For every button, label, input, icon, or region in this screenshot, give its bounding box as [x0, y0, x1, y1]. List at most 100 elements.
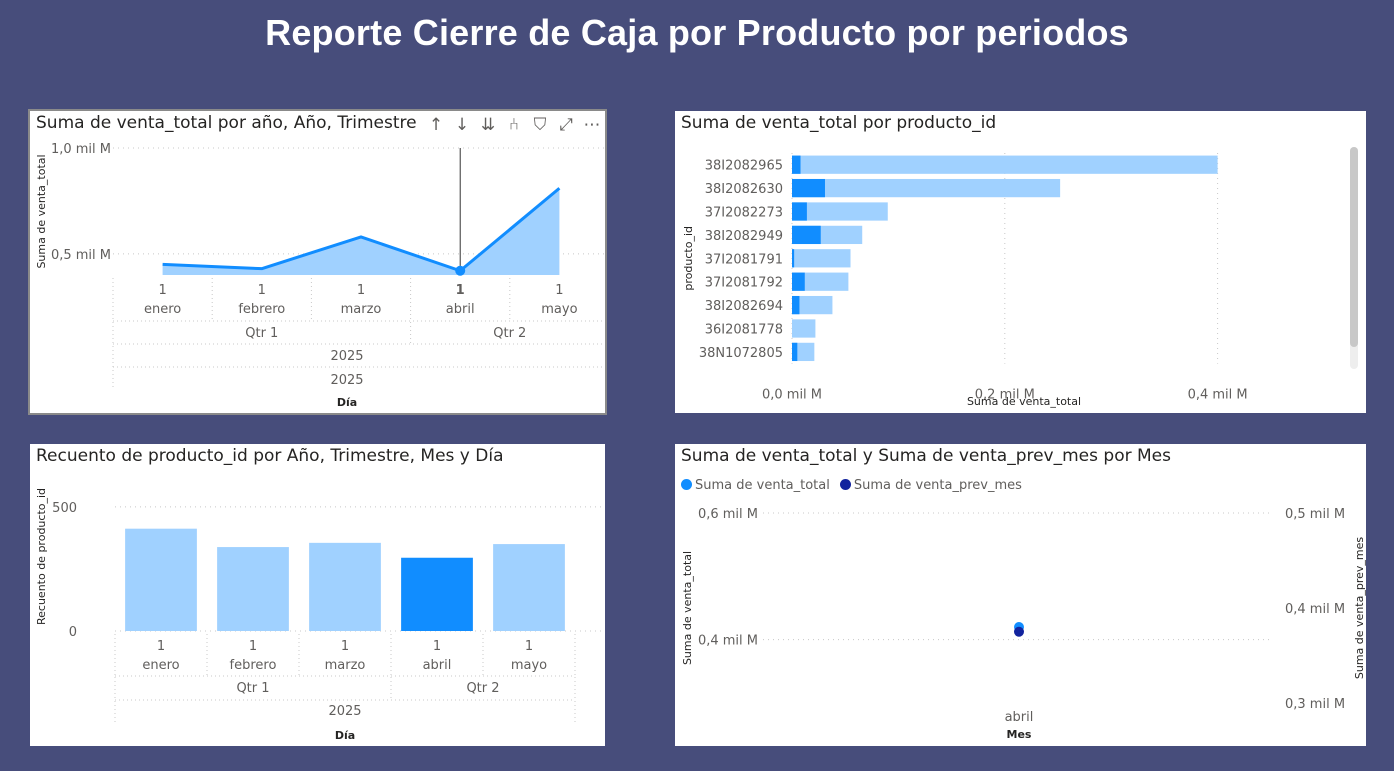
x-tick-quarter: Qtr 1	[236, 681, 269, 696]
bar-chart-svg: 0,0 mil M 0,2 mil M 0,4 mil M 38I2082965 38I…	[682, 153, 1248, 408]
bar-highlight	[792, 295, 800, 315]
bar-highlight	[792, 272, 805, 291]
bar	[792, 249, 851, 268]
x-tick-year: 2025	[330, 373, 363, 388]
x-tick-day: 1	[525, 639, 533, 654]
x-tick-day: 1	[456, 283, 465, 298]
x-tick-month: marzo	[341, 302, 382, 317]
bar-highlight	[792, 155, 801, 174]
y-tick-label: 36I2081778	[705, 323, 783, 338]
x-tick-month: mayo	[511, 658, 547, 673]
x-tick-quarter: Qtr 1	[245, 326, 278, 341]
x-tick-month: marzo	[325, 658, 366, 673]
y-tick-label-right: 0,3 mil M	[1285, 697, 1345, 712]
x-tick-month: febrero	[238, 302, 285, 317]
resize-handle[interactable]	[28, 109, 36, 117]
y-tick-label: 38I2082965	[705, 159, 783, 174]
line-chart-visual[interactable]: Suma de venta_total por año, Año, Trimes…	[28, 109, 607, 415]
bar	[401, 557, 473, 631]
column-chart-visual[interactable]: Recuento de producto_id por Año, Trimest…	[30, 444, 605, 746]
x-axis-label: Día	[337, 396, 357, 409]
x-tick-month: enero	[144, 302, 181, 317]
x-tick-day: 1	[555, 283, 563, 298]
expand-hierarchy-icon[interactable]: ⑃	[508, 115, 520, 135]
x-tick-day: 1	[357, 283, 365, 298]
bar-highlight	[792, 178, 825, 198]
y-tick-label: 38I2082694	[705, 299, 783, 314]
x-tick-year: 2025	[330, 349, 363, 364]
y-tick-label-left: 0,6 mil M	[698, 507, 758, 522]
x-tick-quarter: Qtr 2	[466, 681, 499, 696]
filter-icon[interactable]: ⛉	[533, 115, 547, 135]
y-axis-label-left: Suma de venta_total	[681, 551, 694, 665]
x-tick-quarter: Qtr 2	[493, 326, 526, 341]
resize-handle[interactable]	[599, 407, 607, 415]
x-tick-month: abril	[446, 302, 475, 317]
y-axis-label: producto_id	[682, 226, 695, 291]
bar	[792, 202, 888, 221]
x-tick-label: 0,4 mil M	[1188, 388, 1248, 403]
bar-chart-visual[interactable]: Suma de venta_total por producto_id 0,0 …	[675, 111, 1366, 413]
bar	[125, 528, 197, 631]
x-tick-month: abril	[423, 658, 452, 673]
y-tick-label: 37I2082273	[705, 206, 783, 221]
x-tick-day: 1	[249, 639, 257, 654]
x-tick-day: 1	[341, 639, 349, 654]
y-axis-label: Recuento de producto_id	[35, 488, 48, 625]
arrow-up-icon[interactable]: ↑	[428, 115, 444, 135]
y-tick-label: 38I2082949	[705, 229, 783, 244]
legend-dot-icon	[839, 479, 851, 490]
y-tick-label: 37I2081792	[705, 276, 783, 291]
resize-handle[interactable]	[28, 407, 36, 415]
double-arrow-down-icon[interactable]: ⇊	[480, 115, 496, 135]
legend-item[interactable]: Suma de venta_total	[681, 478, 830, 493]
bar	[792, 178, 1061, 198]
x-axis-label: Mes	[1007, 728, 1032, 741]
x-tick-year: 2025	[328, 704, 361, 719]
bar-highlight	[792, 342, 798, 362]
y-tick-label: 0,5 mil M	[51, 248, 111, 263]
more-options-icon[interactable]: ⋯	[583, 115, 601, 135]
y-tick-label: 1,0 mil M	[51, 142, 111, 157]
dual-axis-chart-visual[interactable]: Suma de venta_total y Suma de venta_prev…	[675, 444, 1366, 746]
data-point	[455, 265, 466, 276]
y-tick-label: 37I2081791	[705, 252, 783, 267]
visual-toolbar: ↑ ↓ ⇊ ⑃ ⛉ ⤢ ⋯	[423, 113, 601, 137]
y-tick-label: 500	[52, 501, 77, 516]
area-fill	[162, 188, 560, 275]
y-axis-label: Suma de venta_total	[35, 154, 48, 268]
data-point	[1014, 626, 1024, 637]
y-tick-label: 0	[69, 625, 77, 640]
y-tick-label-right: 0,5 mil M	[1285, 507, 1345, 522]
x-tick-day: 1	[258, 283, 266, 298]
scrollbar-thumb[interactable]	[1350, 147, 1358, 347]
column-chart-svg: 500 0 Recuento de producto_id 1 enero 1 febrer…	[35, 488, 605, 742]
legend-dot-icon	[681, 479, 692, 490]
bar-highlight	[792, 249, 795, 268]
x-tick-label: 0,0 mil M	[762, 388, 822, 403]
x-tick-month: enero	[142, 658, 179, 673]
bar-highlight	[792, 202, 807, 221]
chart-title: Recuento de producto_id por Año, Trimest…	[36, 446, 504, 466]
focus-mode-icon[interactable]: ⤢	[559, 115, 573, 135]
bar	[493, 544, 565, 631]
chart-title: Suma de venta_total por producto_id	[681, 113, 997, 133]
scrollbar[interactable]	[1350, 147, 1358, 369]
y-tick-label: 38N1072805	[699, 346, 783, 361]
legend-item[interactable]: Suma de venta_prev_mes	[839, 478, 1022, 493]
y-tick-label-right: 0,4 mil M	[1285, 602, 1345, 617]
page-title: Reporte Cierre de Caja por Producto por …	[265, 12, 1129, 53]
x-tick-day: 1	[157, 639, 165, 654]
x-tick-day: 1	[158, 283, 166, 298]
arrow-down-icon[interactable]: ↓	[454, 115, 470, 135]
bar	[792, 295, 833, 315]
bar-highlight	[792, 225, 821, 245]
x-tick-month: febrero	[230, 658, 277, 673]
x-tick-label: abril	[1005, 710, 1034, 725]
series-line	[162, 187, 561, 273]
bar	[792, 272, 849, 291]
y-tick-label: 38I2082630	[705, 182, 783, 197]
bar	[217, 547, 289, 631]
x-axis-label: Día	[335, 729, 355, 742]
